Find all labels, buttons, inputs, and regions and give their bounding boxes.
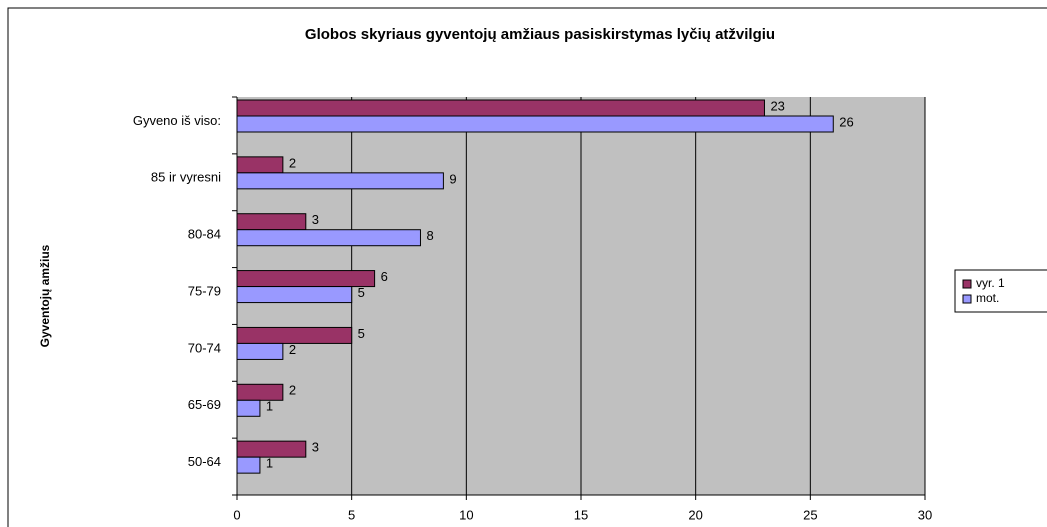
bar bbox=[236, 440, 307, 458]
legend-swatch bbox=[962, 279, 972, 289]
data-label: 23 bbox=[770, 98, 784, 113]
bar bbox=[236, 270, 376, 288]
data-label: 6 bbox=[381, 269, 388, 284]
x-tick-label: 5 bbox=[348, 507, 355, 522]
x-tick-label: 25 bbox=[803, 507, 817, 522]
y-tick-label: 75-79 bbox=[188, 283, 221, 298]
bar bbox=[236, 342, 284, 360]
bar bbox=[236, 229, 421, 247]
bar bbox=[236, 156, 284, 174]
y-tick-label: 85 ir vyresni bbox=[151, 170, 221, 185]
data-label: 3 bbox=[312, 212, 319, 227]
x-tick-label: 15 bbox=[574, 507, 588, 522]
data-label: 1 bbox=[266, 399, 273, 414]
data-label: 1 bbox=[266, 456, 273, 471]
x-tick-label: 0 bbox=[233, 507, 240, 522]
y-tick-label: 70-74 bbox=[188, 340, 221, 355]
bar bbox=[236, 326, 353, 344]
data-label: 26 bbox=[839, 114, 853, 129]
y-axis-label: Gyventojų amžius bbox=[38, 244, 52, 347]
y-tick-label: 65-69 bbox=[188, 397, 221, 412]
bar bbox=[236, 172, 444, 190]
x-tick-label: 20 bbox=[688, 507, 702, 522]
data-label: 9 bbox=[449, 171, 456, 186]
x-tick-label: 30 bbox=[918, 507, 932, 522]
legend-label: vyr. 1 bbox=[976, 276, 1005, 290]
legend-label: mot. bbox=[976, 291, 999, 305]
bar bbox=[236, 399, 261, 417]
bar bbox=[236, 213, 307, 231]
bar bbox=[236, 99, 765, 117]
data-label: 3 bbox=[312, 440, 319, 455]
bar bbox=[236, 456, 261, 474]
legend-swatch bbox=[962, 294, 972, 304]
bar bbox=[236, 383, 284, 401]
data-label: 8 bbox=[426, 228, 433, 243]
data-label: 2 bbox=[289, 383, 296, 398]
bar bbox=[236, 115, 834, 133]
data-label: 5 bbox=[358, 326, 365, 341]
bar bbox=[236, 286, 353, 304]
data-label: 2 bbox=[289, 342, 296, 357]
y-tick-label: Gyveno iš viso: bbox=[133, 113, 221, 128]
y-tick-label: 80-84 bbox=[188, 227, 221, 242]
chart-title: Globos skyriaus gyventojų amžiaus pasisk… bbox=[304, 26, 776, 43]
legend-box bbox=[954, 269, 1047, 313]
y-tick-label: 50-64 bbox=[188, 454, 221, 469]
x-tick-label: 10 bbox=[459, 507, 473, 522]
data-label: 2 bbox=[289, 155, 296, 170]
data-label: 5 bbox=[358, 285, 365, 300]
